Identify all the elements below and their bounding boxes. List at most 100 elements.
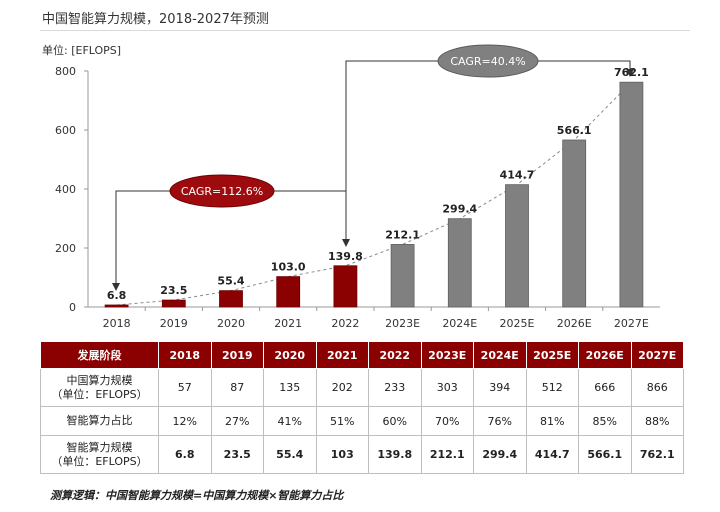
cagr-annotations: CAGR=112.6% CAGR=40.4% bbox=[112, 44, 634, 291]
row-label-cell: 智能算力规模 （单位：EFLOPS） bbox=[40, 435, 159, 474]
bar-2022 bbox=[333, 265, 358, 308]
cagr-forecast-ellipse bbox=[437, 44, 539, 78]
table-cell: 762.1 bbox=[630, 435, 684, 474]
bar-value-label: 55.4 bbox=[217, 275, 244, 288]
row-label-cell: 智能算力占比 bbox=[40, 406, 159, 436]
table-row: 智能算力规模 （单位：EFLOPS） 6.8 23.5 55.4 103 139… bbox=[40, 435, 684, 474]
row-label: 智能算力占比 bbox=[66, 414, 133, 427]
table-cell: 299.4 bbox=[473, 435, 527, 474]
bar-value-label: 23.5 bbox=[160, 284, 187, 297]
row-label-unit: （单位：EFLOPS） bbox=[51, 387, 148, 401]
bar-value-label: 103.0 bbox=[271, 261, 306, 274]
y-tick-label: 400 bbox=[55, 183, 76, 196]
y-tick-label: 200 bbox=[55, 242, 76, 255]
table-cell: 12% bbox=[158, 406, 212, 436]
y-tick-label: 800 bbox=[55, 65, 76, 78]
x-tick-label: 2020 bbox=[217, 317, 245, 330]
table-header-cell: 2024E bbox=[473, 341, 527, 369]
x-tick-label: 2021 bbox=[274, 317, 302, 330]
bar-2026E bbox=[562, 139, 587, 308]
bar-2021 bbox=[276, 276, 301, 308]
table-cell: 303 bbox=[420, 368, 474, 407]
table-cell: 139.8 bbox=[368, 435, 422, 474]
table-cell: 70% bbox=[420, 406, 474, 436]
table-cell: 394 bbox=[473, 368, 527, 407]
table-cell: 666 bbox=[578, 368, 632, 407]
bar-2025E bbox=[505, 184, 529, 308]
bar-2027E bbox=[619, 81, 644, 308]
calculation-note: 测算逻辑：中国智能算力规模=中国算力规模×智能算力占比 bbox=[50, 489, 344, 502]
table-cell: 103 bbox=[315, 435, 369, 474]
table-cell: 202 bbox=[315, 368, 369, 407]
x-axis: 2018 2019 2020 2021 2022 2023E 2024E 2025E 2026E… bbox=[88, 306, 660, 330]
table-header-cell: 2025E bbox=[525, 341, 579, 369]
page-title: 中国智能算力规模，2018-2027年预测 bbox=[42, 12, 269, 27]
table-header-cell: 发展阶段 bbox=[40, 341, 159, 369]
x-tick-label: 2025E bbox=[500, 317, 535, 330]
table-cell: 212.1 bbox=[420, 435, 474, 474]
y-tick-label: 600 bbox=[55, 124, 76, 137]
bar-2023E bbox=[390, 244, 415, 308]
bar-2018 bbox=[104, 304, 129, 308]
bar-value-label: 139.8 bbox=[328, 250, 363, 263]
y-axis: 0 200 400 600 800 bbox=[55, 65, 89, 314]
table-header-row: 发展阶段 2018 2019 2020 2021 2022 2023E 2024… bbox=[40, 341, 684, 369]
cagr-forecast-label: CAGR=40.4% bbox=[450, 55, 525, 68]
table-cell: 135 bbox=[263, 368, 317, 407]
table-header-cell: 2021 bbox=[315, 341, 369, 369]
cagr-actual-connector-right bbox=[272, 190, 350, 247]
value-labels: 6.8 23.5 55.4 103.0 139.8 212.1 299.4 414.7 566.… bbox=[107, 66, 649, 302]
table-header-cell: 2022 bbox=[368, 341, 422, 369]
x-tick-label: 2027E bbox=[614, 317, 649, 330]
table-header-cell: 2026E bbox=[578, 341, 632, 369]
trend-line bbox=[116, 81, 632, 306]
table-header-cell: 2018 bbox=[158, 341, 212, 369]
table-header-cell: 2023E bbox=[420, 341, 474, 369]
row-label-unit: （单位：EFLOPS） bbox=[51, 454, 148, 468]
table-cell: 512 bbox=[525, 368, 579, 407]
row-label: 中国算力规模 bbox=[66, 373, 133, 387]
row-label-cell: 中国算力规模 （单位：EFLOPS） bbox=[40, 368, 159, 407]
table-cell: 566.1 bbox=[578, 435, 632, 474]
table-cell: 41% bbox=[263, 406, 317, 436]
title-divider bbox=[40, 30, 690, 31]
table-cell: 81% bbox=[525, 406, 579, 436]
bar-value-label: 566.1 bbox=[557, 124, 592, 137]
cagr-actual-label: CAGR=112.6% bbox=[181, 185, 263, 198]
table-row: 智能算力占比 12% 27% 41% 51% 60% 70% 76% 81% 8… bbox=[40, 406, 684, 436]
x-tick-label: 2023E bbox=[385, 317, 420, 330]
bars bbox=[104, 81, 644, 308]
row-label: 智能算力规模 bbox=[66, 440, 133, 454]
x-tick-label: 2018 bbox=[103, 317, 131, 330]
table-cell: 85% bbox=[578, 406, 632, 436]
bar-value-label: 6.8 bbox=[107, 289, 127, 302]
bar-value-label: 414.7 bbox=[500, 169, 535, 182]
table-header-cell: 2020 bbox=[263, 341, 317, 369]
bar-value-label: 212.1 bbox=[385, 228, 420, 241]
bar-2020 bbox=[219, 290, 243, 308]
table-cell: 87 bbox=[210, 368, 264, 407]
table-cell: 76% bbox=[473, 406, 527, 436]
table-cell: 88% bbox=[630, 406, 684, 436]
trend-dashed-line bbox=[116, 81, 632, 306]
y-axis-unit-label: 单位: [EFLOPS] bbox=[42, 43, 121, 57]
cagr-forecast-connector-right bbox=[536, 60, 634, 77]
table-cell: 60% bbox=[368, 406, 422, 436]
bar-value-label: 299.4 bbox=[442, 203, 477, 216]
table-cell: 27% bbox=[210, 406, 264, 436]
x-tick-label: 2024E bbox=[442, 317, 477, 330]
table-cell: 866 bbox=[630, 368, 684, 407]
bar-2019 bbox=[161, 299, 186, 308]
bar-2024E bbox=[447, 218, 472, 308]
bar-value-label: 762.1 bbox=[614, 66, 649, 79]
table-header-cell: 2019 bbox=[210, 341, 264, 369]
table-cell: 55.4 bbox=[263, 435, 317, 474]
table-row: 中国算力规模 （单位：EFLOPS） 57 87 135 202 233 303… bbox=[40, 368, 684, 407]
x-tick-label: 2022 bbox=[331, 317, 359, 330]
y-tick-label: 0 bbox=[69, 301, 76, 314]
cagr-actual-connector bbox=[112, 190, 172, 291]
table-cell: 51% bbox=[315, 406, 369, 436]
table-cell: 233 bbox=[368, 368, 422, 407]
data-table: 发展阶段 2018 2019 2020 2021 2022 2023E 2024… bbox=[40, 341, 684, 474]
